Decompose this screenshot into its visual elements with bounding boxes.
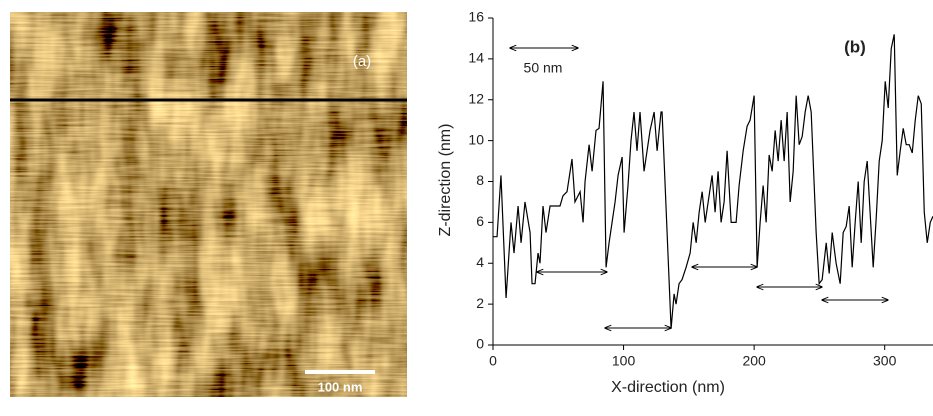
y-tick-label: 10 bbox=[468, 131, 484, 147]
y-tick-label: 8 bbox=[476, 172, 484, 188]
scale-label: 50 nm bbox=[524, 60, 563, 76]
afm-image: 100 nm (a) bbox=[10, 12, 407, 397]
x-axis-title: X-direction (nm) bbox=[611, 379, 725, 396]
image-texture bbox=[10, 12, 407, 397]
x-tick-label: 100 bbox=[612, 353, 636, 369]
scale-bar-label: 100 nm bbox=[318, 379, 363, 394]
profile-line bbox=[493, 34, 933, 329]
profile-chart: (b) 50 nm X-direction (nm) Z-direction (… bbox=[437, 37, 888, 396]
y-axis-title: Z-direction (nm) bbox=[437, 124, 454, 237]
panel-label: (b) bbox=[844, 37, 866, 56]
x-tick-label: 0 bbox=[489, 353, 497, 369]
y-tick-label: 16 bbox=[468, 9, 484, 25]
x-tick-label: 300 bbox=[873, 353, 897, 369]
y-tick-label: 4 bbox=[476, 254, 484, 270]
y-tick-label: 0 bbox=[476, 336, 484, 352]
period-arrows bbox=[537, 267, 888, 328]
y-tick-label: 12 bbox=[468, 90, 484, 106]
x-tick-label: 200 bbox=[742, 353, 766, 369]
y-tick-label: 6 bbox=[476, 213, 484, 229]
panel-label: (a) bbox=[353, 53, 371, 70]
y-tick-label: 2 bbox=[476, 295, 484, 311]
y-tick-label: 14 bbox=[468, 50, 484, 66]
